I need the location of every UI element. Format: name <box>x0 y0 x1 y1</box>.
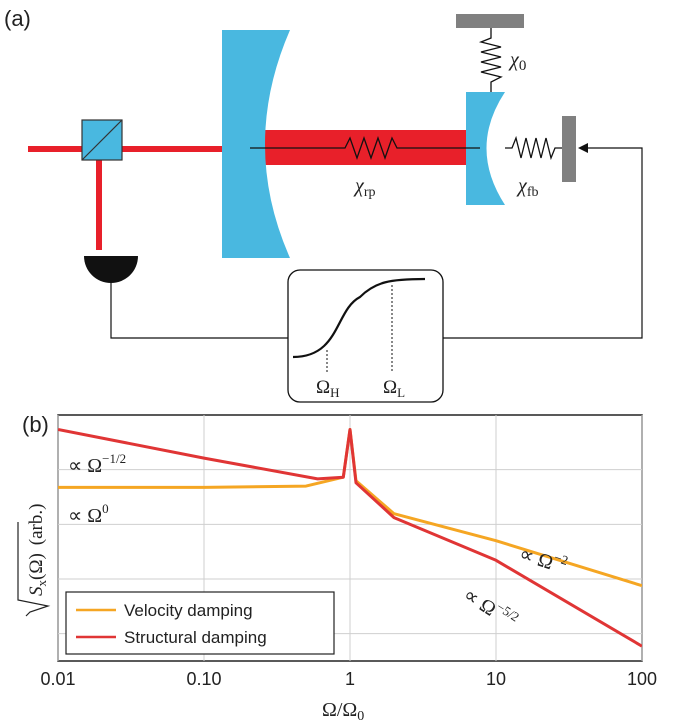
y-axis-label: Sx(Ω)(arb.) <box>17 504 51 617</box>
movable-mirror <box>466 92 505 205</box>
series-line-structural <box>58 428 642 648</box>
spectrum-plot: 0.01 0.10 1 10 100 <box>40 414 657 689</box>
legend-label-structural: Structural damping <box>124 628 267 647</box>
input-mirror <box>222 30 290 258</box>
chi-rp-label: χrp <box>353 175 375 200</box>
radiation-pressure-spring <box>250 136 480 160</box>
x-tick-label-3: 10 <box>486 669 506 689</box>
laser-beam-down <box>96 150 102 250</box>
feedback-wire-right <box>443 147 643 339</box>
chi-fb-label: χfb <box>516 175 538 200</box>
feedback-wire-left <box>110 280 288 339</box>
chi0-label: χ0 <box>508 49 526 74</box>
laser-beam-input <box>28 146 248 152</box>
feedback-spring <box>505 135 562 161</box>
feedback-actuator <box>562 116 576 182</box>
annotation-zero: ∝ Ω0 <box>68 501 109 527</box>
arrowhead-icon <box>578 143 588 153</box>
top-support <box>456 14 524 28</box>
x-tick-labels: 0.01 0.10 1 10 100 <box>40 669 657 689</box>
series-layer <box>58 428 642 648</box>
filter-box <box>287 269 444 403</box>
sqrt-sign <box>17 522 51 617</box>
legend-label-velocity: Velocity damping <box>124 601 253 620</box>
x-tick-label-4: 100 <box>627 669 657 689</box>
beam-splitter <box>81 119 123 161</box>
panel-b-label: (b) <box>22 412 49 437</box>
chi0-spring <box>478 28 503 92</box>
legend: Velocity damping Structural damping <box>65 591 335 655</box>
x-tick-label-1: 0.10 <box>186 669 221 689</box>
panel-a-label: (a) <box>4 6 31 31</box>
filter-curve <box>292 277 426 359</box>
legend-box <box>65 591 335 655</box>
x-tick-label-2: 1 <box>345 669 355 689</box>
x-tick-label-0: 0.01 <box>40 669 75 689</box>
svg-text:Sx(Ω)(arb.): Sx(Ω)(arb.) <box>26 504 49 596</box>
x-axis-label: Ω/Ω0 <box>322 699 364 724</box>
photodetector-icon <box>84 256 138 283</box>
